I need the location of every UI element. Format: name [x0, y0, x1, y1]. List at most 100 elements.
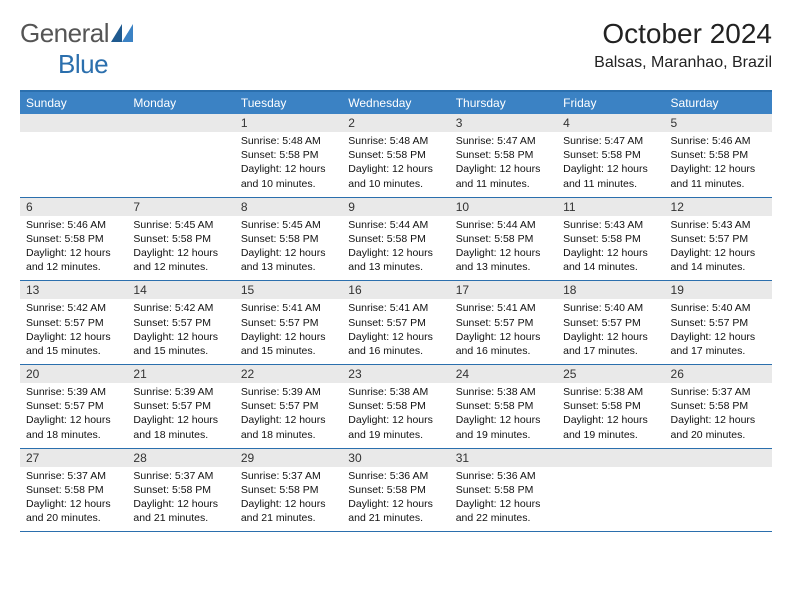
day-line: and 21 minutes.: [348, 511, 443, 525]
day-line: and 11 minutes.: [671, 177, 766, 191]
day-number: 23: [342, 365, 449, 383]
day-line: Sunset: 5:58 PM: [348, 483, 443, 497]
day-line: and 20 minutes.: [26, 511, 121, 525]
day-line: and 21 minutes.: [241, 511, 336, 525]
day-line: Sunset: 5:58 PM: [456, 148, 551, 162]
day-body: Sunrise: 5:38 AMSunset: 5:58 PMDaylight:…: [342, 383, 449, 448]
day-line: Sunset: 5:58 PM: [671, 148, 766, 162]
day-number: 30: [342, 449, 449, 467]
day-line: Sunrise: 5:40 AM: [671, 301, 766, 315]
logo-word2: Blue: [58, 49, 108, 79]
day-cell: 5Sunrise: 5:46 AMSunset: 5:58 PMDaylight…: [665, 114, 772, 197]
week-row: 6Sunrise: 5:46 AMSunset: 5:58 PMDaylight…: [20, 198, 772, 282]
day-cell: 31Sunrise: 5:36 AMSunset: 5:58 PMDayligh…: [450, 449, 557, 532]
calendar-grid: Sunday Monday Tuesday Wednesday Thursday…: [20, 90, 772, 532]
day-number: [20, 114, 127, 132]
day-line: Sunrise: 5:42 AM: [133, 301, 228, 315]
day-cell: 2Sunrise: 5:48 AMSunset: 5:58 PMDaylight…: [342, 114, 449, 197]
day-cell: 9Sunrise: 5:44 AMSunset: 5:58 PMDaylight…: [342, 198, 449, 281]
day-line: Daylight: 12 hours: [348, 413, 443, 427]
day-cell: [665, 449, 772, 532]
day-body: Sunrise: 5:38 AMSunset: 5:58 PMDaylight:…: [450, 383, 557, 448]
day-number: 7: [127, 198, 234, 216]
day-line: Sunrise: 5:44 AM: [456, 218, 551, 232]
day-line: Daylight: 12 hours: [133, 246, 228, 260]
day-line: Daylight: 12 hours: [133, 497, 228, 511]
title-block: October 2024 Balsas, Maranhao, Brazil: [594, 18, 772, 72]
day-line: and 18 minutes.: [133, 428, 228, 442]
day-line: Sunset: 5:58 PM: [133, 232, 228, 246]
day-number: 19: [665, 281, 772, 299]
day-line: Sunset: 5:57 PM: [26, 399, 121, 413]
day-line: Sunrise: 5:41 AM: [241, 301, 336, 315]
day-line: Daylight: 12 hours: [348, 497, 443, 511]
day-line: Sunrise: 5:37 AM: [133, 469, 228, 483]
day-cell: 13Sunrise: 5:42 AMSunset: 5:57 PMDayligh…: [20, 281, 127, 364]
dow-sunday: Sunday: [20, 92, 127, 114]
day-cell: 14Sunrise: 5:42 AMSunset: 5:57 PMDayligh…: [127, 281, 234, 364]
day-line: Sunrise: 5:39 AM: [241, 385, 336, 399]
month-title: October 2024: [594, 18, 772, 50]
day-line: Sunset: 5:58 PM: [241, 148, 336, 162]
day-body: Sunrise: 5:48 AMSunset: 5:58 PMDaylight:…: [342, 132, 449, 197]
day-line: Sunset: 5:58 PM: [456, 232, 551, 246]
day-line: and 21 minutes.: [133, 511, 228, 525]
day-number: [665, 449, 772, 467]
day-line: Sunset: 5:57 PM: [241, 399, 336, 413]
day-number: 21: [127, 365, 234, 383]
day-line: Daylight: 12 hours: [456, 162, 551, 176]
day-cell: 11Sunrise: 5:43 AMSunset: 5:58 PMDayligh…: [557, 198, 664, 281]
day-number: [557, 449, 664, 467]
day-line: and 12 minutes.: [26, 260, 121, 274]
day-number: 29: [235, 449, 342, 467]
day-line: Sunset: 5:57 PM: [563, 316, 658, 330]
day-body: Sunrise: 5:39 AMSunset: 5:57 PMDaylight:…: [127, 383, 234, 448]
day-line: Sunrise: 5:44 AM: [348, 218, 443, 232]
day-line: Sunrise: 5:46 AM: [26, 218, 121, 232]
day-body: Sunrise: 5:44 AMSunset: 5:58 PMDaylight:…: [450, 216, 557, 281]
day-line: Sunset: 5:58 PM: [241, 483, 336, 497]
day-body: Sunrise: 5:37 AMSunset: 5:58 PMDaylight:…: [235, 467, 342, 532]
day-line: Sunset: 5:57 PM: [348, 316, 443, 330]
day-body: Sunrise: 5:39 AMSunset: 5:57 PMDaylight:…: [235, 383, 342, 448]
day-body: Sunrise: 5:46 AMSunset: 5:58 PMDaylight:…: [20, 216, 127, 281]
day-number: 6: [20, 198, 127, 216]
day-line: Sunrise: 5:41 AM: [456, 301, 551, 315]
day-number: 12: [665, 198, 772, 216]
day-line: Sunset: 5:57 PM: [133, 399, 228, 413]
day-cell: [20, 114, 127, 197]
day-cell: 21Sunrise: 5:39 AMSunset: 5:57 PMDayligh…: [127, 365, 234, 448]
day-body: Sunrise: 5:41 AMSunset: 5:57 PMDaylight:…: [342, 299, 449, 364]
day-body: Sunrise: 5:40 AMSunset: 5:57 PMDaylight:…: [665, 299, 772, 364]
day-line: Sunrise: 5:47 AM: [456, 134, 551, 148]
day-line: Daylight: 12 hours: [241, 162, 336, 176]
day-body: Sunrise: 5:47 AMSunset: 5:58 PMDaylight:…: [450, 132, 557, 197]
day-number: 14: [127, 281, 234, 299]
weeks-container: 1Sunrise: 5:48 AMSunset: 5:58 PMDaylight…: [20, 114, 772, 532]
day-cell: 16Sunrise: 5:41 AMSunset: 5:57 PMDayligh…: [342, 281, 449, 364]
day-line: Daylight: 12 hours: [241, 413, 336, 427]
dow-wednesday: Wednesday: [342, 92, 449, 114]
day-number: 18: [557, 281, 664, 299]
day-line: Daylight: 12 hours: [26, 246, 121, 260]
day-body: Sunrise: 5:44 AMSunset: 5:58 PMDaylight:…: [342, 216, 449, 281]
day-body: Sunrise: 5:40 AMSunset: 5:57 PMDaylight:…: [557, 299, 664, 364]
day-number: 13: [20, 281, 127, 299]
day-line: and 14 minutes.: [563, 260, 658, 274]
day-cell: 8Sunrise: 5:45 AMSunset: 5:58 PMDaylight…: [235, 198, 342, 281]
day-line: Daylight: 12 hours: [671, 162, 766, 176]
day-number: 5: [665, 114, 772, 132]
day-body: Sunrise: 5:46 AMSunset: 5:58 PMDaylight:…: [665, 132, 772, 197]
day-body: Sunrise: 5:41 AMSunset: 5:57 PMDaylight:…: [235, 299, 342, 364]
day-line: Sunrise: 5:40 AM: [563, 301, 658, 315]
day-line: and 19 minutes.: [563, 428, 658, 442]
day-line: Sunrise: 5:42 AM: [26, 301, 121, 315]
day-line: Sunrise: 5:39 AM: [26, 385, 121, 399]
day-line: and 13 minutes.: [241, 260, 336, 274]
day-line: Sunset: 5:57 PM: [671, 232, 766, 246]
logo-word1: General: [20, 18, 109, 48]
day-line: Daylight: 12 hours: [241, 330, 336, 344]
day-cell: 17Sunrise: 5:41 AMSunset: 5:57 PMDayligh…: [450, 281, 557, 364]
day-number: 4: [557, 114, 664, 132]
day-of-week-header: Sunday Monday Tuesday Wednesday Thursday…: [20, 92, 772, 114]
